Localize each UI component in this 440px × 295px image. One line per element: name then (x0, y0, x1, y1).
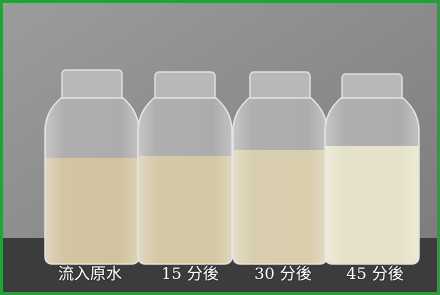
sample-label: 15 分後 (161, 264, 218, 283)
sample-label: 流入原水 (58, 264, 122, 283)
photo: 流入原水 15 分後 30 分後 45 分後 (0, 0, 440, 295)
jar (322, 74, 422, 268)
sample-label: 30 分後 (254, 264, 311, 283)
jar (135, 72, 235, 266)
jar (230, 72, 330, 268)
sample-label: 45 分後 (346, 264, 403, 283)
